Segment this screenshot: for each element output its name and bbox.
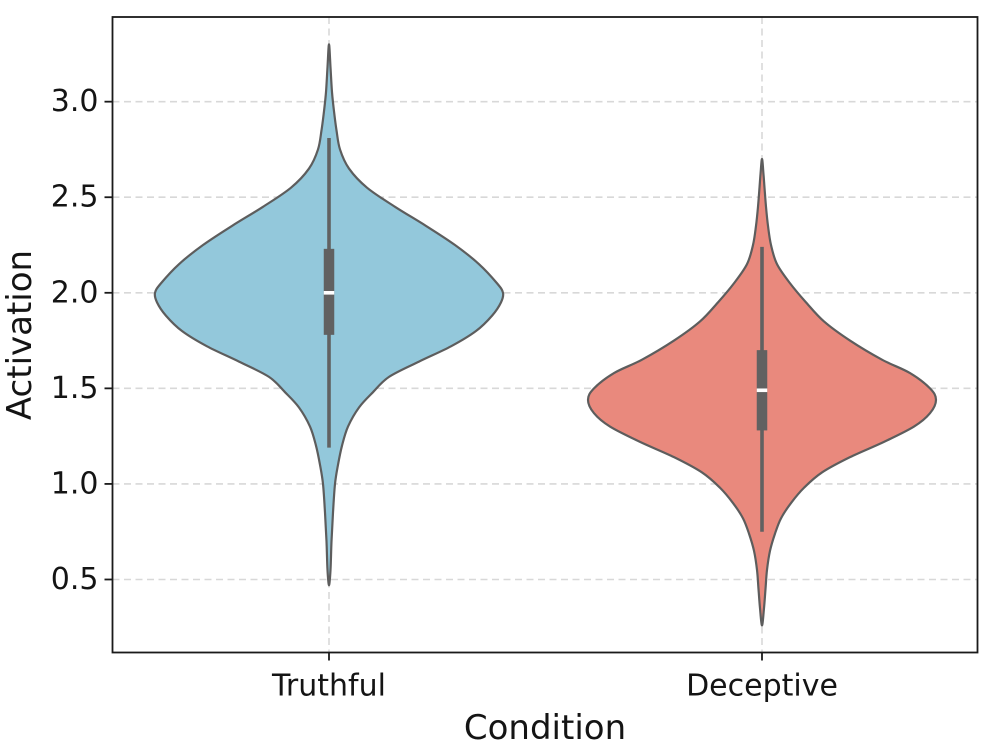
y-tick-label: 1.5: [51, 371, 99, 406]
y-tick-label: 2.0: [51, 275, 99, 310]
y-tick-label: 2.5: [51, 180, 99, 215]
x-tick-label: Deceptive: [686, 669, 838, 704]
median-line-truthful: [323, 290, 335, 295]
tick-marks-and-labels: 0.5 1.0 1.5 2.0 2.5 3.0 Truthful Deceptive: [51, 84, 838, 703]
y-tick-label: 3.0: [51, 84, 99, 119]
violins: [153, 43, 938, 627]
y-tick-label: 0.5: [51, 562, 99, 597]
axes-spines: [111, 16, 979, 654]
median-line-deceptive: [756, 388, 768, 393]
x-tick-label: Truthful: [271, 669, 386, 704]
x-axis-title: Condition: [464, 708, 626, 747]
y-tick-label: 1.0: [51, 466, 99, 501]
plot-border: [111, 16, 979, 654]
box-whisker-overlays: [323, 137, 768, 532]
y-axis-title: Activation: [0, 250, 40, 420]
